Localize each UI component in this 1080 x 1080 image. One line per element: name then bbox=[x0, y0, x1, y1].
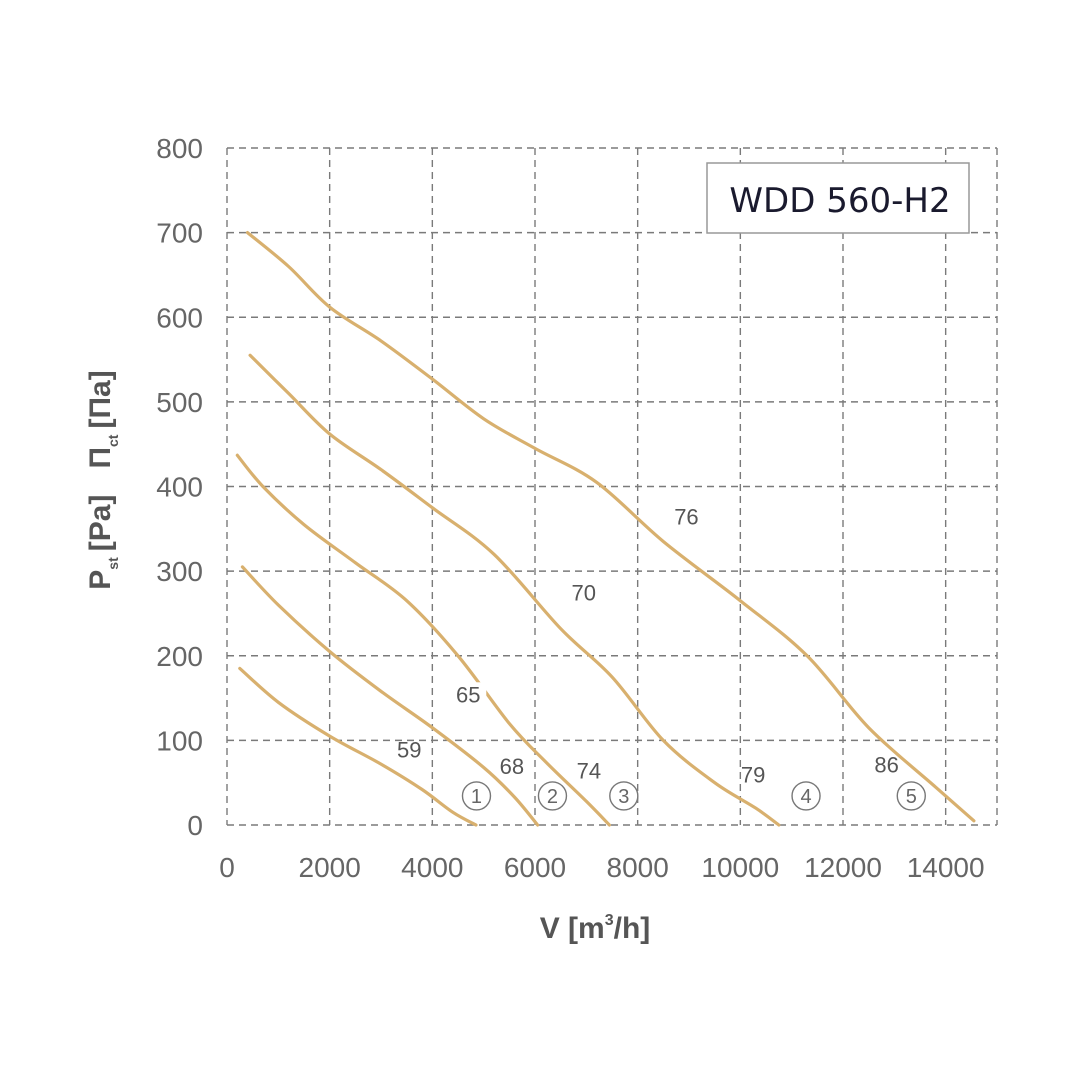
curve-label-bg bbox=[565, 580, 602, 607]
curve-db-label: 86 bbox=[874, 753, 898, 778]
curve-number: 4 bbox=[800, 786, 811, 808]
y-tick-label: 200 bbox=[156, 641, 203, 672]
x-tick-label: 4000 bbox=[401, 852, 463, 883]
y-axis-label-p-sub: st bbox=[105, 557, 121, 570]
y-axis-label: Pst [Pa] Пct [Па] bbox=[84, 370, 121, 589]
y-tick-label: 400 bbox=[156, 472, 203, 503]
curve-line-4 bbox=[248, 353, 781, 827]
x-axis-label: V [m3/h] bbox=[540, 912, 651, 945]
y-axis-label-p-unit: [Pa] bbox=[84, 495, 117, 552]
curve-line-3 bbox=[235, 453, 611, 827]
title-box bbox=[706, 162, 970, 234]
chart-title: WDD 560-H2 bbox=[729, 181, 950, 221]
curve-labels: 59 1 68 2 74 3 79 4 86 5 76 70 65 bbox=[397, 504, 926, 811]
x-tick-label: 14000 bbox=[907, 852, 985, 883]
x-tick-label: 2000 bbox=[299, 852, 361, 883]
tick-labels: 0 2000 4000 6000 8000 10000 12000 14000 0 100 200 3… bbox=[156, 133, 984, 883]
curve-number-circle bbox=[537, 781, 568, 811]
curve-label-bg bbox=[450, 682, 487, 709]
curve-line-2 bbox=[240, 565, 540, 827]
y-tick-label: 700 bbox=[156, 218, 203, 249]
curve-number: 3 bbox=[618, 786, 629, 808]
grid bbox=[226, 147, 998, 826]
y-tick-label: 600 bbox=[156, 302, 203, 333]
y-axis-label-pi: П bbox=[84, 447, 117, 469]
curve-mid-label: 76 bbox=[674, 505, 698, 530]
x-axis-label-sup: 3 bbox=[605, 912, 614, 929]
curve-number-circle bbox=[791, 781, 821, 811]
y-tick-label: 500 bbox=[156, 387, 203, 418]
curve-number-circle bbox=[896, 781, 926, 811]
y-tick-label: 100 bbox=[156, 725, 203, 756]
curve-label-bg bbox=[668, 504, 705, 531]
x-tick-label: 12000 bbox=[804, 852, 882, 883]
x-axis-label-main: V [m bbox=[540, 912, 605, 945]
x-tick-label: 6000 bbox=[504, 852, 566, 883]
curve-db-label: 59 bbox=[397, 737, 421, 762]
curve-db-label: 68 bbox=[500, 754, 524, 779]
curves bbox=[235, 231, 976, 827]
x-tick-label: 0 bbox=[219, 852, 235, 883]
curve-number: 1 bbox=[471, 786, 482, 808]
y-axis-label-pi-unit: [Па] bbox=[84, 370, 117, 428]
curve-db-label: 74 bbox=[577, 758, 601, 783]
y-tick-label: 300 bbox=[156, 556, 203, 587]
y-tick-label: 0 bbox=[187, 810, 203, 841]
x-axis-label-tail: /h] bbox=[614, 912, 651, 945]
x-tick-label: 8000 bbox=[607, 852, 669, 883]
y-axis-label-pi-sub: ct bbox=[105, 434, 121, 447]
curve-db-label: 79 bbox=[741, 763, 765, 788]
curve-mid-label: 70 bbox=[572, 581, 596, 606]
curve-mid-label: 65 bbox=[456, 682, 480, 707]
y-tick-label: 800 bbox=[156, 133, 203, 164]
y-axis-label-p: P bbox=[84, 570, 117, 590]
curve-number: 5 bbox=[906, 786, 917, 808]
curve-line-5 bbox=[245, 231, 976, 823]
curve-number-circle bbox=[609, 781, 639, 811]
curve-number: 2 bbox=[547, 786, 558, 808]
curve-line-1 bbox=[238, 666, 478, 827]
curve-number-circle bbox=[461, 781, 492, 811]
svg-text:Pst[Pa]Пct[Па]: Pst [Pa] Пct [Па] bbox=[84, 370, 121, 589]
x-tick-label: 10000 bbox=[701, 852, 779, 883]
